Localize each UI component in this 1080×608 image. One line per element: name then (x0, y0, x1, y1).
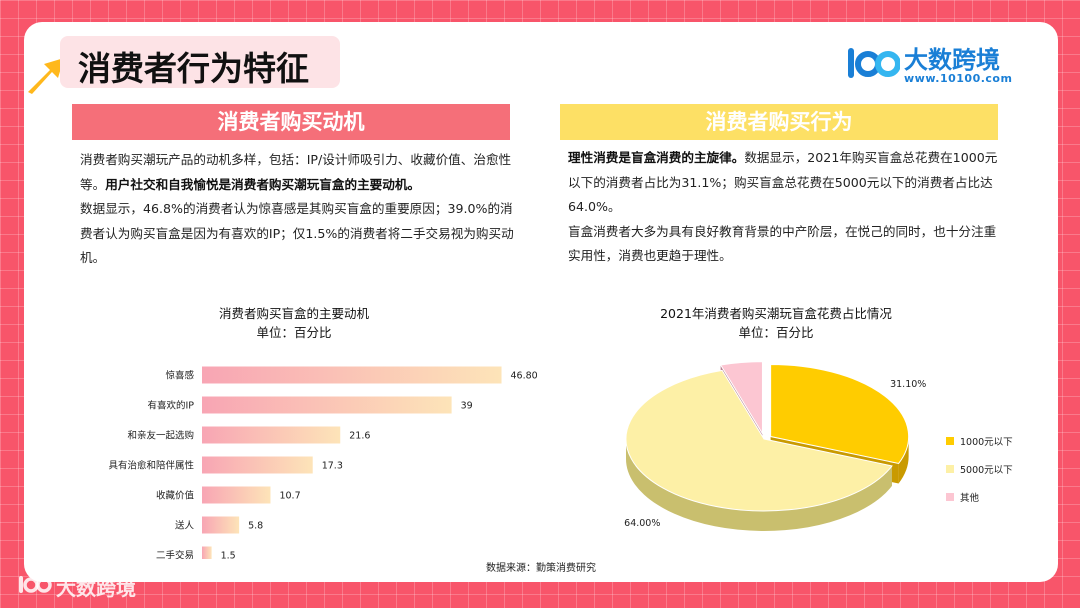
page-title: 消费者行为特征 (78, 49, 309, 88)
content-card: 消费者行为特征 大数跨境 www.10100.com 消费者购买动机 消费者购买… (24, 22, 1058, 582)
bar-category-label: 收藏价值 (156, 490, 195, 502)
pie-slice (770, 364, 910, 465)
title-bar: 消费者行为特征 (60, 36, 340, 88)
bar-value-label: 10.7 (279, 491, 300, 502)
right-section-heading: 消费者购买行为 (560, 104, 998, 140)
bar-category-label: 送人 (175, 520, 195, 532)
left-text-2: 数据显示，46.8%的消费者认为惊喜感是其购买盲盒的重要原因；39.0%的消费者… (80, 201, 514, 265)
logo-text: 大数跨境 (904, 46, 1000, 74)
brand-logo: 大数跨境 www.10100.com (846, 40, 1036, 90)
left-text-bold: 用户社交和自我愉悦是消费者购买潮玩盲盒的主要动机。 (105, 176, 421, 192)
bar-value-label: 17.3 (322, 461, 343, 472)
bar-mark (202, 486, 271, 504)
bar-category-label: 惊喜感 (165, 370, 194, 382)
right-text-1: 数据显示，2021年购买盲盒总花费在1000元以下的消费者占比为31.1%；购买… (568, 150, 998, 214)
bar-category-label: 和亲友一起选购 (127, 430, 194, 442)
bar-value-label: 1.5 (221, 551, 236, 560)
pie-value-label: 31.10% (890, 379, 926, 390)
bar-mark (202, 366, 502, 384)
bar-chart-subtitle: 单位：百分比 (256, 325, 332, 340)
bar-mark (202, 516, 240, 534)
pie-value-label: 64.00% (624, 518, 660, 529)
pie-chart-subtitle: 单位：百分比 (738, 325, 814, 340)
pie-chart-title: 2021年消费者购买潮玩盲盒花费占比情况 (660, 306, 892, 321)
pie-slice (719, 361, 763, 436)
bar-value-label: 21.6 (349, 431, 370, 442)
bar-mark (202, 546, 212, 559)
pie-chart-title-block: 2021年消费者购买潮玩盲盒花费占比情况 单位：百分比 (606, 304, 946, 342)
legend-swatch (946, 493, 954, 501)
bar-value-label: 5.8 (248, 521, 263, 532)
left-paragraph: 消费者购买潮玩产品的动机多样，包括：IP/设计师吸引力、收藏价值、治愈性等。用户… (80, 148, 520, 271)
pie-slice-side (626, 439, 892, 531)
bar-mark (202, 456, 313, 474)
bar-chart-title: 消费者购买盲盒的主要动机 (218, 306, 369, 321)
watermark-text: 大数跨境 (56, 576, 136, 600)
legend-label: 1000元以下 (960, 437, 1013, 448)
bar-value-label: 46.80 (511, 371, 538, 382)
logo-url: www.10100.com (904, 72, 1013, 85)
pie-slice (625, 369, 893, 512)
bar-mark (202, 396, 452, 414)
right-text-2: 盲盒消费者大多为具有良好教育背景的中产阶层，在悦己的同时，也十分注重实用性，消费… (568, 223, 997, 264)
arrow-icon (28, 58, 64, 94)
bar-category-label: 二手交易 (156, 550, 194, 560)
right-text-bold: 理性消费是盲盒消费的主旋律。 (568, 150, 745, 165)
data-source: 数据来源：勤策消费研究 (486, 563, 596, 574)
legend-swatch (946, 465, 954, 473)
pie-slice-side (898, 436, 909, 484)
bar-chart-title-block: 消费者购买盲盒的主要动机 单位：百分比 (144, 304, 444, 342)
left-text-1: 消费者购买潮玩产品的动机多样，包括：IP/设计师吸引力、收藏价值、治愈性等。 (80, 152, 512, 192)
watermark-logo-icon (19, 576, 52, 593)
pie-value-label: 4.90% (722, 344, 752, 347)
bar-value-label: 39 (461, 401, 473, 412)
left-section-heading: 消费者购买动机 (72, 104, 510, 140)
bar-category-label: 有喜欢的IP (147, 400, 194, 412)
logo-mark-icon (848, 48, 900, 78)
bar-chart: 惊喜感 46.80 有喜欢的IP 39 和亲友一起选购 21.6 具有治愈和陪伴属性 17.3… (108, 366, 538, 560)
right-paragraph: 理性消费是盲盒消费的主旋律。数据显示，2021年购买盲盒总花费在1000元以下的… (568, 146, 998, 269)
bar-category-label: 具有治愈和陪伴属性 (108, 460, 194, 472)
legend-label: 5000元以下 (960, 465, 1013, 476)
legend-label: 其他 (960, 492, 980, 504)
bar-mark (202, 426, 341, 444)
legend-swatch (946, 437, 954, 445)
